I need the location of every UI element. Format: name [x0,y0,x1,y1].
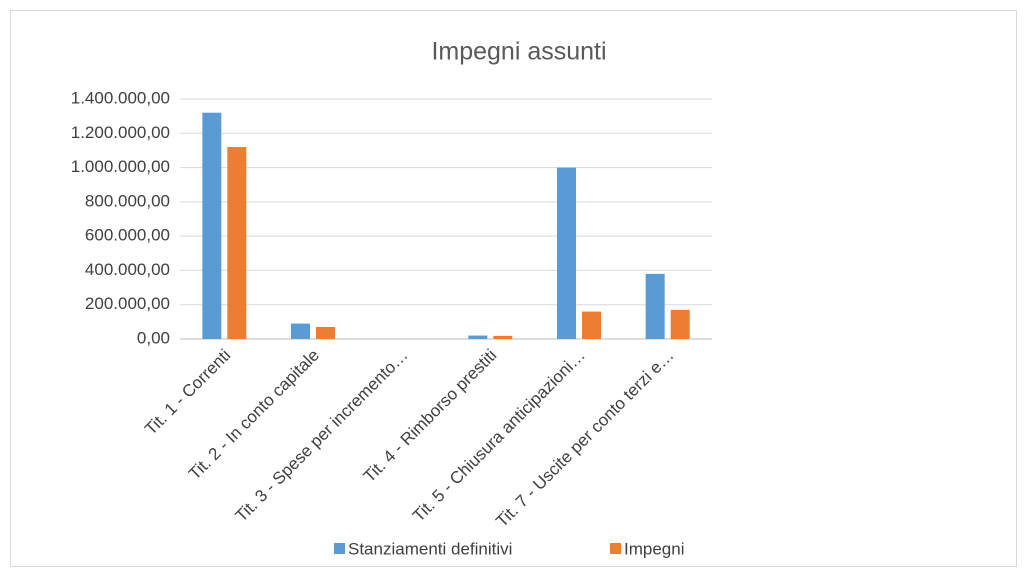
bar [291,323,310,339]
legend-label: Impegni [624,539,684,558]
chart-border [10,10,1017,567]
y-tick-label: 600.000,00 [85,226,170,245]
bar [493,335,513,339]
legend-swatch [610,543,621,554]
y-tick-label: 1.200.000,00 [71,123,170,142]
bar [316,327,335,339]
bar [202,112,222,339]
bar [227,147,247,339]
y-tick-label: 200.000,00 [85,294,170,313]
y-tick-label: 800.000,00 [85,191,170,210]
bar [645,273,665,339]
bar [582,311,601,339]
bar [557,167,576,339]
y-tick-label: 400.000,00 [85,260,170,279]
bar [468,335,488,339]
bar [670,309,690,339]
chart-title: Impegni assunti [431,38,606,66]
y-tick-label: 1.400.000,00 [71,88,170,107]
y-tick-label: 0,00 [137,328,170,347]
y-tick-label: 1.000.000,00 [71,157,170,176]
legend-label: Stanziamenti definitivi [348,539,512,558]
legend-swatch [334,543,345,554]
